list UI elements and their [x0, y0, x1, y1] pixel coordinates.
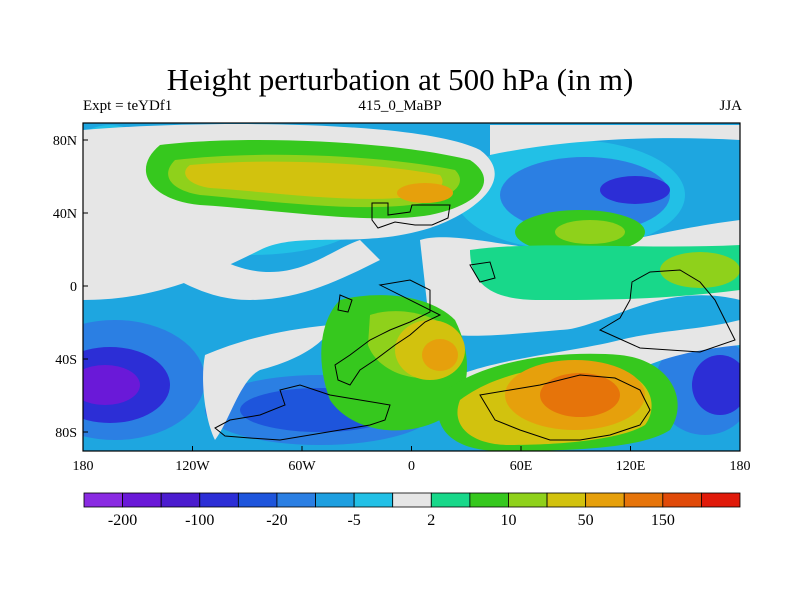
colorbar-box [160, 492, 201, 508]
season-label: JJA [719, 98, 742, 114]
x-tick-label: 180 [730, 459, 751, 474]
colorbar: -200 -100 -20 -5 2 10 50 150 [83, 492, 741, 529]
axis-ticks: 180 120W 60W 0 60E 120E 180 80N 40N 0 40S 80S [53, 134, 751, 474]
colorbar-box [430, 492, 471, 508]
colorbar-box [353, 492, 394, 508]
colorbar-box [585, 492, 625, 508]
colorbar-label: 10 [500, 512, 516, 529]
colorbar-box [83, 492, 123, 508]
colorbar-label: -5 [347, 512, 360, 529]
y-tick-label: 40S [55, 353, 77, 368]
y-tick-label: 40N [53, 207, 77, 222]
colorbar-box [276, 492, 316, 508]
colorbar-label: 2 [427, 512, 435, 529]
x-tick-label: 120E [616, 459, 646, 474]
colorbar-label: 150 [651, 512, 675, 529]
y-tick-label: 80S [55, 426, 77, 441]
x-tick-label: 60W [288, 459, 316, 474]
x-tick-label: 0 [408, 459, 415, 474]
colorbar-box [199, 492, 239, 508]
colorbar-box [623, 492, 664, 508]
contour-field [83, 123, 740, 451]
colorbar-box [662, 492, 702, 508]
colorbar-box [122, 492, 162, 508]
x-tick-label: 120W [175, 459, 210, 474]
colorbar-label: 50 [578, 512, 594, 529]
x-tick-label: 60E [510, 459, 533, 474]
plot-title: Height perturbation at 500 hPa (in m) [166, 62, 634, 97]
y-tick-label: 0 [70, 280, 77, 295]
colorbar-box [469, 492, 509, 508]
colorbar-box [392, 492, 432, 508]
colorbar-box [546, 492, 587, 508]
colorbar-label: -20 [266, 512, 287, 529]
colorbar-box [315, 492, 355, 508]
colorbar-box [237, 492, 278, 508]
run-label: 415_0_MaBP [358, 98, 442, 114]
experiment-label: Expt = teYDf1 [83, 98, 173, 114]
y-tick-label: 80N [53, 134, 77, 149]
colorbar-label: -200 [108, 512, 137, 529]
colorbar-label: -100 [185, 512, 214, 529]
colorbar-box [508, 492, 548, 508]
colorbar-box [701, 492, 741, 508]
x-tick-label: 180 [73, 459, 94, 474]
